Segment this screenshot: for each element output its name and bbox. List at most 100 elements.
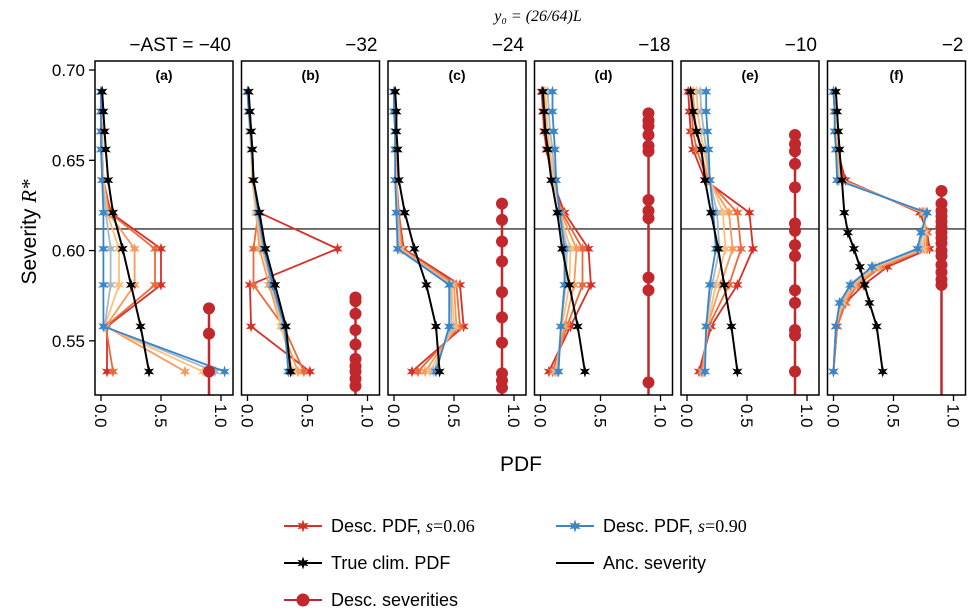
desc-pdf-point [830,143,842,156]
desc-pdf-point [695,85,706,98]
desc-pdf-point [577,242,588,255]
desc-pdf-point [95,125,107,138]
plot-area [241,85,380,395]
true-pdf-point [556,242,568,255]
true-pdf-point [859,278,870,291]
true-pdf-line [541,91,586,372]
desc-severity-dot [349,307,362,320]
panel-label: (d) [595,67,613,83]
desc-pdf-point [915,226,927,239]
true-pdf-point [579,365,591,378]
desc-pdf-point [723,206,735,219]
ast-title: −18 [638,35,670,56]
plot-area [827,85,966,395]
desc-pdf-point [390,174,401,187]
desc-pdf-point [454,278,466,291]
desc-severity-dot [789,129,801,142]
true-pdf-point [726,320,737,333]
desc-severity-dot [789,217,801,230]
desc-pdf-point [555,320,567,333]
legend-entry: True clim. PDF [284,553,450,573]
desc-severity-dot [496,311,508,324]
desc-pdf-point [420,365,431,378]
x-tick-label: 1.0 [944,404,963,428]
desc-pdf-point [179,365,191,378]
panel-frame [533,60,674,396]
desc-pdf-point [98,278,109,291]
y-tick-label: 0.70 [52,61,85,80]
true-pdf-point [831,105,843,118]
desc-pdf-point [549,143,561,156]
desc-pdf-point [430,365,442,378]
desc-severity-dot [496,255,508,268]
desc-pdf-point [828,365,839,378]
desc-pdf-point [727,242,738,255]
x-tick-label: 0.5 [298,404,317,428]
true-pdf-point [538,105,550,118]
desc-pdf-point [710,278,721,291]
legend-dot-marker [296,593,310,607]
panel-f: (f) −2 0.0 0.5 1.0 [824,35,967,428]
true-pdf-point [546,174,557,187]
true-pdf-point [392,143,403,156]
true-pdf-line [689,91,739,372]
x-tick-label: 0.5 [884,404,903,428]
desc-pdf-point [544,125,556,138]
true-pdf-point [117,242,128,255]
legend-entry: Desc. PDF, s=0.06 [284,516,475,536]
legend-label: Anc. severity [603,553,706,573]
panel-frame [680,60,820,396]
y-axis-label-italic: R* [17,179,41,204]
x-tick-label: 1.0 [651,404,670,428]
plot-area [95,85,233,395]
true-pdf-point [409,242,420,255]
y-axis-label-main: Severity [18,203,41,285]
desc-pdf-point [98,242,109,255]
desc-pdf-point [543,105,555,118]
desc-severity-dot [935,184,948,197]
plot-area [681,85,819,395]
legend-label: True clim. PDF [331,553,450,573]
desc-severity-dot [642,139,655,152]
desc-pdf-point [547,105,558,118]
true-pdf-point [99,125,110,138]
x-tick-label: 1.0 [358,404,377,428]
true-pdf-point [713,242,724,255]
desc-pdf-point [101,365,113,378]
desc-pdf-point [691,143,702,156]
x-tick-label: 0.5 [444,404,463,428]
desc-pdf-point [98,206,109,219]
desc-pdf-point [548,125,559,138]
desc-severity-dot [935,259,948,272]
panel-label: (c) [448,67,465,83]
desc-pdf-point [248,242,259,255]
desc-pdf-point [292,365,304,378]
desc-pdf-point [392,242,403,255]
ast-title: −2 [942,35,964,56]
x-tick-label: 0.0 [824,404,843,428]
desc-pdf-point [559,278,570,291]
desc-severity-dot [496,336,508,349]
desc-pdf-point [585,278,597,291]
panel-frame [240,60,381,396]
legend-label: Desc. PDF, s=0.90 [603,516,747,536]
panel-frame [826,60,967,396]
legend-star-marker [297,519,309,533]
desc-pdf-point [698,125,709,138]
desc-pdf-point [553,365,564,378]
desc-pdf-point [723,278,735,291]
true-pdf-point [836,174,848,187]
desc-severity-dot [642,129,655,142]
x-tick-label: 1.0 [211,404,230,428]
desc-pdf-line [393,91,451,372]
desc-pdf-point [720,242,731,255]
desc-severity-dot [642,284,655,297]
true-pdf-point [705,206,717,219]
desc-severity-dot [789,296,801,309]
panels-group: (a) −AST = −40 0.0 0.5 1.0 0.55 0.60 0.65 0.70 (b… [52,35,967,428]
desc-severity-dot [789,239,801,252]
desc-pdf-point [711,206,723,219]
true-pdf-point [248,174,259,187]
true-pdf-point [125,278,137,291]
